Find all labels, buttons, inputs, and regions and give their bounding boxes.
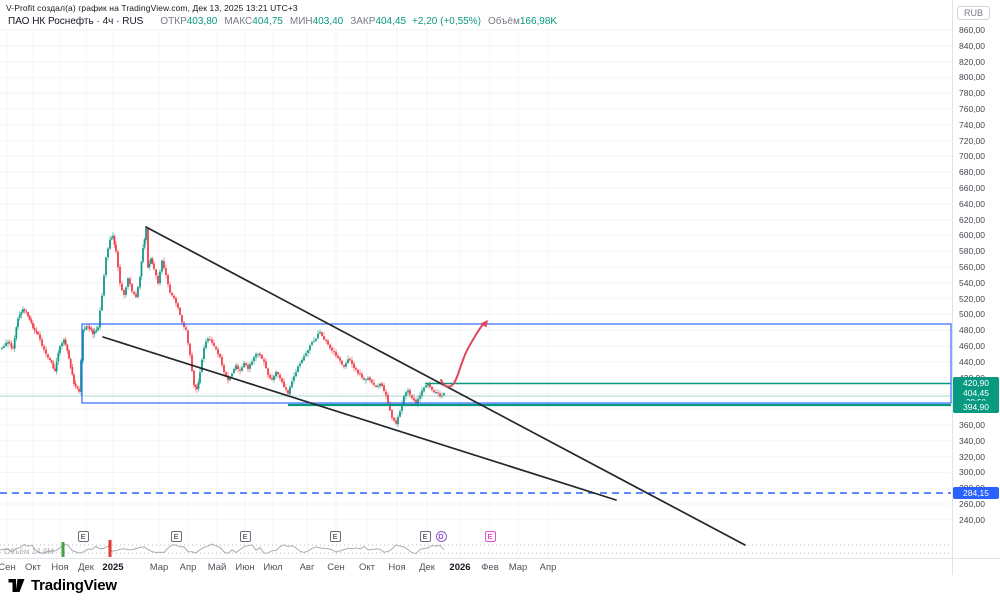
attribution-line: V-Profit создал(а) график на TradingView… [6, 3, 298, 13]
time-axis-separator [0, 558, 1000, 559]
volume-pane-label: Объём 14,8M [4, 547, 54, 556]
price-tick-label: 640,00 [959, 198, 985, 209]
price-change: +2,20 (+0,55%) [412, 16, 481, 27]
resistance-zone-rectangle[interactable] [81, 323, 952, 404]
grid-lines [0, 28, 951, 557]
volume-value: 166,98K [519, 16, 558, 27]
price-tick-label: 700,00 [959, 151, 985, 162]
projection-arrow[interactable] [440, 320, 488, 388]
time-axis-label: Ноя [388, 562, 406, 573]
time-axis-label: Дек [78, 562, 94, 573]
price-tick-label: 740,00 [959, 119, 985, 130]
tradingview-logo-text: TradingView [31, 577, 117, 594]
price-tick-label: 500,00 [959, 309, 985, 320]
time-axis-label: Ноя [51, 562, 69, 573]
price-tick-label: 360,00 [959, 420, 985, 430]
ohlc-field-open: ОТКР403,80 [153, 16, 217, 27]
time-axis-label: 2026 [449, 562, 471, 573]
time-axis-label: Окт [358, 562, 376, 573]
time-axis-label: Сен [327, 562, 345, 573]
open-value: 403,80 [186, 16, 218, 27]
ohlc-field-close: ЗАКР404,45 [343, 16, 406, 27]
earnings-marker-icon[interactable]: E [419, 531, 431, 542]
price-tick-label: 820,00 [959, 56, 985, 67]
price-label-badge: 284,15 [953, 487, 999, 499]
earnings-marker-icon[interactable]: E [77, 531, 89, 542]
price-label-badge: 394,90 [953, 401, 999, 413]
price-tick-label: 520,00 [959, 293, 985, 304]
price-tick-label: 680,00 [959, 167, 985, 178]
price-tick-label: 800,00 [959, 72, 985, 83]
price-axis[interactable]: RUB 860,00 840,00 820,00 800,00 780,00 760,00… [953, 0, 1000, 558]
earnings-marker-icon[interactable]: E [329, 531, 341, 542]
price-tick-label: 260,00 [959, 499, 985, 509]
low-label: МИН [289, 16, 313, 27]
price-axis-separator [952, 0, 953, 575]
price-tick-label: 580,00 [959, 246, 985, 257]
earnings-upcoming-marker-icon[interactable]: E [484, 531, 496, 542]
price-tick-label: 600,00 [959, 230, 985, 241]
price-tick-label: 560,00 [959, 262, 985, 272]
ohlc-field-low: МИН403,40 [283, 16, 343, 27]
price-tick-label: 540,00 [959, 277, 985, 288]
price-tick-label: 760,00 [959, 104, 985, 114]
price-tick-label: 460,00 [959, 341, 985, 351]
time-axis-label: Окт [24, 562, 42, 573]
time-axis-label: Июл [263, 562, 283, 573]
time-axis-label: Апр [179, 562, 197, 573]
time-axis-label: Авг [299, 562, 315, 573]
time-axis-label: Июн [235, 562, 255, 573]
time-axis-label: 2025 [102, 562, 124, 573]
price-tick-label: 860,00 [959, 25, 985, 35]
price-tick-label: 840,00 [959, 40, 985, 51]
close-value: 404,45 [375, 16, 407, 27]
price-tick-label: 340,00 [959, 435, 985, 446]
earnings-marker-icon[interactable]: E [239, 531, 251, 542]
price-tick-label: 300,00 [959, 467, 985, 478]
ohlc-field-high: МАКС404,75 [217, 16, 283, 27]
price-tick-label: 480,00 [959, 325, 985, 336]
symbol-info-bar: ПАО НК Роснефть · 4ч · RUS ОТКР403,80 МАКС… [8, 16, 557, 27]
close-label: ЗАКР [350, 16, 376, 27]
price-tick-label: 660,00 [959, 183, 985, 193]
high-value: 404,75 [252, 16, 283, 27]
price-tick-label: 720,00 [959, 135, 985, 146]
earnings-marker-icon[interactable]: E [170, 531, 182, 542]
time-axis-label: Апр [539, 562, 557, 573]
time-axis-label: Мар [508, 562, 528, 573]
time-axis-label: Май [207, 562, 227, 573]
volume-label: Объём [487, 16, 520, 27]
candlestick-series [1, 226, 445, 428]
tradingview-logo[interactable]: TradingView [8, 577, 117, 594]
low-value: 403,40 [312, 16, 344, 27]
volume-field: Объём166,98K [481, 16, 557, 27]
tradingview-logo-icon [8, 579, 25, 592]
symbol-title[interactable]: ПАО НК Роснефть · 4ч · RUS [8, 16, 144, 27]
price-label-badge: 420,90 [953, 377, 999, 389]
currency-badge: RUB [957, 6, 991, 20]
high-label: МАКС [224, 16, 253, 27]
volume-pane [0, 540, 951, 557]
price-tick-label: 440,00 [959, 356, 985, 367]
time-axis-label: Фев [481, 562, 499, 573]
price-tick-label: 620,00 [959, 214, 985, 225]
dividend-marker-icon[interactable]: D [435, 531, 447, 542]
time-axis-label: Мар [149, 562, 169, 573]
price-tick-label: 780,00 [959, 88, 985, 99]
open-label: ОТКР [160, 16, 187, 27]
time-axis-label: Сен [0, 562, 16, 573]
price-tick-label: 320,00 [959, 451, 985, 462]
price-tick-label: 240,00 [959, 514, 985, 525]
time-axis-label: Дек [419, 562, 435, 573]
time-axis[interactable]: Сен Окт Ноя Дек 2025 Мар Апр Май Июн Июл Авг Сен Окт… [0, 559, 952, 575]
